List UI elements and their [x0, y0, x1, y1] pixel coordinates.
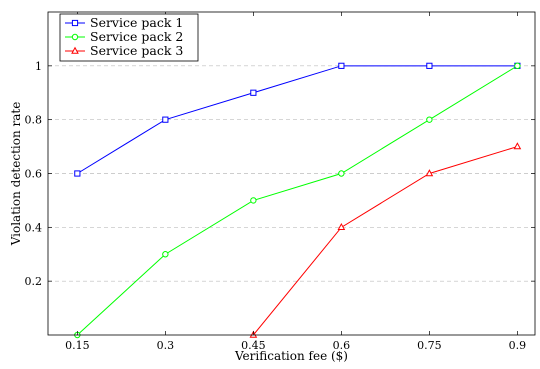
- legend-marker-3: [71, 46, 79, 54]
- data-point-series-1: [426, 62, 433, 69]
- data-point-series-3: [425, 169, 434, 177]
- grid-lines: [48, 65, 535, 282]
- axis-ticks: 0.2 0.4 0.6 0.8 1 0.15 0.3 0.45 0.6 0.75 0.9: [25, 12, 535, 352]
- legend-label-1: Service pack 1: [90, 15, 183, 30]
- data-point-series-1: [250, 89, 257, 96]
- series-line-1: [77, 65, 518, 174]
- y-tick-label: 1: [35, 60, 42, 73]
- x-tick-label: 0.9: [509, 339, 527, 352]
- series-lines: [76, 65, 518, 336]
- data-point-series-2: [338, 170, 345, 177]
- data-point-series-1: [74, 170, 81, 177]
- series-line-3: [252, 146, 518, 336]
- data-point-series-3: [513, 142, 522, 150]
- legend-label-2: Service pack 2: [90, 29, 183, 44]
- data-point-series-1: [338, 62, 345, 69]
- x-tick-label: 0.75: [417, 339, 442, 352]
- y-tick-label: 0.6: [25, 168, 43, 181]
- data-point-series-2: [162, 251, 169, 258]
- legend-label-3: Service pack 3: [90, 43, 183, 58]
- y-tick-label: 0.4: [25, 221, 43, 234]
- x-tick-label: 0.15: [65, 339, 90, 352]
- x-tick-label: 0.3: [157, 339, 175, 352]
- data-point-series-3: [337, 222, 346, 231]
- legend-marker-1: [71, 19, 79, 27]
- data-point-series-2: [426, 116, 433, 123]
- series-line-2: [76, 65, 518, 336]
- x-axis-label: Verification fee ($): [234, 349, 348, 363]
- x-tick-label: 0.45: [241, 339, 266, 352]
- data-point-series-2: [250, 197, 257, 204]
- y-tick-label: 0.2: [25, 275, 43, 288]
- y-tick-label: 0.8: [25, 114, 43, 127]
- legend-marker-2: [71, 33, 79, 41]
- x-tick-label: 0.6: [333, 339, 351, 352]
- y-axis-label: Violation detection rate: [9, 102, 23, 247]
- data-point-series-2: [514, 62, 521, 70]
- data-point-series-1: [162, 116, 169, 123]
